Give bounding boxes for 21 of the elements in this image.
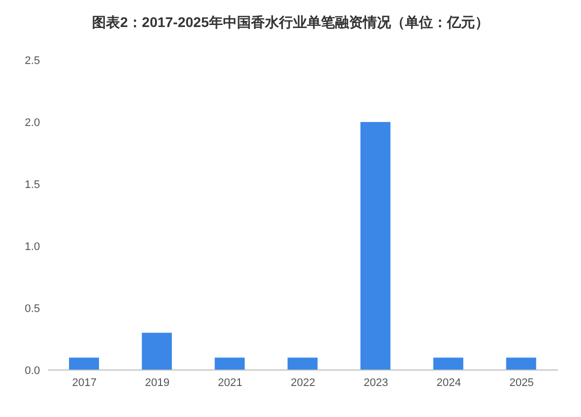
bar bbox=[69, 358, 99, 370]
bar bbox=[360, 122, 390, 370]
x-tick-label: 2019 bbox=[145, 376, 170, 389]
y-tick-label: 0.5 bbox=[24, 302, 40, 315]
y-tick-label: 0.0 bbox=[24, 364, 40, 377]
x-tick-label: 2017 bbox=[72, 376, 97, 389]
x-tick-label: 2024 bbox=[436, 376, 461, 389]
x-tick-label: 2023 bbox=[364, 376, 388, 389]
x-tick-label: 2022 bbox=[290, 376, 316, 389]
y-tick-label: 1.0 bbox=[24, 240, 40, 253]
y-tick-label: 2.5 bbox=[24, 54, 40, 67]
bar bbox=[214, 358, 245, 370]
chart-title: 图表2：2017-2025年中国香水行业单笔融资情况（单位：亿元） bbox=[91, 13, 490, 32]
bar bbox=[433, 358, 464, 370]
bar bbox=[142, 332, 172, 370]
x-tick-label: 2025 bbox=[509, 376, 534, 389]
y-tick-label: 1.5 bbox=[24, 178, 40, 191]
x-tick-label: 2021 bbox=[218, 376, 242, 389]
bar bbox=[506, 358, 536, 370]
y-tick-label: 2.0 bbox=[24, 116, 40, 129]
bar bbox=[288, 358, 318, 370]
